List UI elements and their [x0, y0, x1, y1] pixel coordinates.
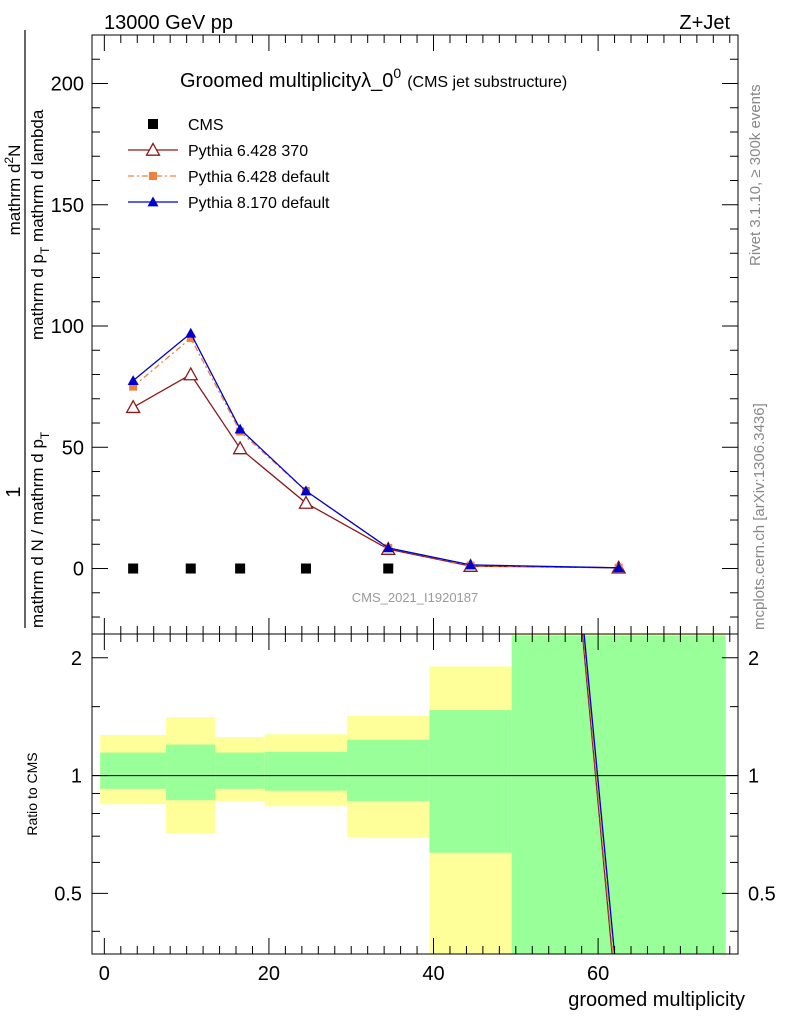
ratio-band-green-4: [347, 739, 430, 802]
series-1-point-3: [298, 495, 314, 509]
ylabel-num: mathrm d2N: [2, 145, 24, 236]
ratio-line-2: [583, 633, 616, 955]
ratio-band-green-3: [264, 751, 348, 791]
legend: CMS Pythia 6.428 370 Pythia 6.428 default P…: [128, 117, 330, 212]
series-1-point-0: [125, 399, 141, 414]
main-ytick-label-4: 200: [51, 74, 84, 96]
mcplots-label: mcplots.cern.ch [arXiv:1306.3436]: [751, 403, 768, 630]
ratio-band-green-6: [511, 635, 726, 954]
ratio-band-green-5: [429, 710, 512, 853]
legend-label-2: Pythia 6.428 default: [188, 169, 330, 186]
rivet-label: Rivet 3.1.10, ≥ 300k events: [747, 84, 764, 266]
series-0-point-1: [185, 563, 196, 574]
ylabel-num-pre: mathrm d: [5, 164, 24, 236]
legend-marker-2: [149, 172, 157, 180]
ratio-uncertainty-bands: [100, 634, 726, 954]
legend-marker-0: [148, 119, 158, 129]
ratio-xtick-label-0: 0: [99, 963, 110, 985]
xlabel: groomed multiplicity: [568, 989, 745, 1011]
ratio-xtick-label-1: 20: [258, 963, 280, 985]
ratio-ytick-label-right-2: 2: [748, 648, 759, 670]
series-3-point-4: [382, 542, 394, 553]
ylabel-den: mathrm d pT mathrm d lambda: [28, 109, 52, 340]
legend-marker-3: [147, 196, 159, 207]
main-ylabel: 1 mathrm d N / mathrm d pT mathrm d2N ma…: [2, 30, 52, 628]
ratio-ytick-label-right-1: 1: [748, 766, 759, 788]
series-3-point-5: [465, 559, 477, 570]
ratio-ytick-label-left-1: 1: [71, 766, 82, 788]
legend-marker-1: [145, 142, 161, 156]
series-3-point-1: [185, 327, 197, 338]
ratio-band-green-2: [215, 752, 265, 789]
plot-title-sub: (CMS jet substructure): [407, 74, 567, 91]
ylabel-den-sub: T: [38, 246, 52, 254]
ylabel-num-sup: 2: [2, 157, 16, 164]
header-process-label: Z+Jet: [679, 12, 730, 34]
ylabel-num-post: N: [5, 145, 24, 157]
ratio-ytick-label-right-0: 0.5: [748, 883, 776, 905]
series-0-point-3: [300, 563, 311, 574]
series-1-point-1: [183, 366, 199, 381]
plot-title-main: Groomed multiplicityλ_0: [180, 70, 393, 92]
ratio-band-green-1: [166, 744, 216, 801]
series-0-point-2: [235, 563, 246, 574]
series-2-point-0: [129, 382, 138, 391]
series-3-point-3: [300, 485, 312, 496]
main-axes: 0 50 100 150 200: [51, 35, 738, 634]
ratio-line-0: [581, 633, 613, 955]
main-ytick-label-2: 100: [51, 316, 84, 338]
ratio-xtick-label-3: 60: [587, 963, 609, 985]
ylabel-den-post: mathrm d lambda: [28, 109, 47, 247]
plot-title-sup: 0: [393, 65, 401, 81]
series-1-point-2: [232, 440, 248, 455]
series-3-point-6: [613, 562, 625, 573]
series-0-point-0: [128, 563, 139, 574]
analysis-watermark: CMS_2021_I1920187: [352, 590, 479, 605]
ylabel-prefix-num: 1: [3, 486, 25, 497]
main-ytick-label-1: 50: [62, 437, 84, 459]
ratio-ylabel: Ratio to CMS: [24, 752, 40, 835]
series-3-point-2: [234, 423, 246, 434]
ratio-axes: 0.5 0.51 12 20 20 40 60: [54, 634, 776, 985]
legend-label-1: Pythia 6.428 370: [188, 143, 308, 160]
ratio-band-green-0: [100, 752, 167, 789]
series-2-point-1: [186, 334, 195, 343]
main-plot-content: [125, 327, 627, 574]
ratio-lines: [92, 633, 738, 955]
main-ytick-label-3: 150: [51, 195, 84, 217]
series-3-point-0: [127, 375, 139, 385]
main-ytick-label-0: 0: [73, 559, 84, 581]
ylabel-den-main: mathrm d p: [28, 254, 47, 340]
ylabel-prefix-den-sub: T: [38, 431, 52, 439]
legend-label-3: Pythia 8.170 default: [188, 195, 330, 212]
ylabel-prefix-den: mathrm d N / mathrm d pT: [28, 431, 52, 628]
series-line-2: [132, 337, 619, 569]
legend-label-0: CMS: [188, 117, 224, 134]
plot-title: Groomed multiplicityλ_00 (CMS jet substru…: [180, 65, 567, 92]
ratio-line-1: [582, 633, 614, 955]
ratio-xtick-label-2: 40: [422, 963, 444, 985]
series-0-point-4: [383, 563, 394, 574]
ratio-panel-frame: [91, 633, 739, 955]
series-line-3: [132, 332, 619, 569]
ratio-ytick-label-left-0: 0.5: [54, 883, 82, 905]
ratio-ytick-label-left-2: 2: [71, 648, 82, 670]
header-energy-label: 13000 GeV pp: [104, 12, 233, 34]
ylabel-prefix-den-main: mathrm d N / mathrm d p: [28, 439, 47, 628]
